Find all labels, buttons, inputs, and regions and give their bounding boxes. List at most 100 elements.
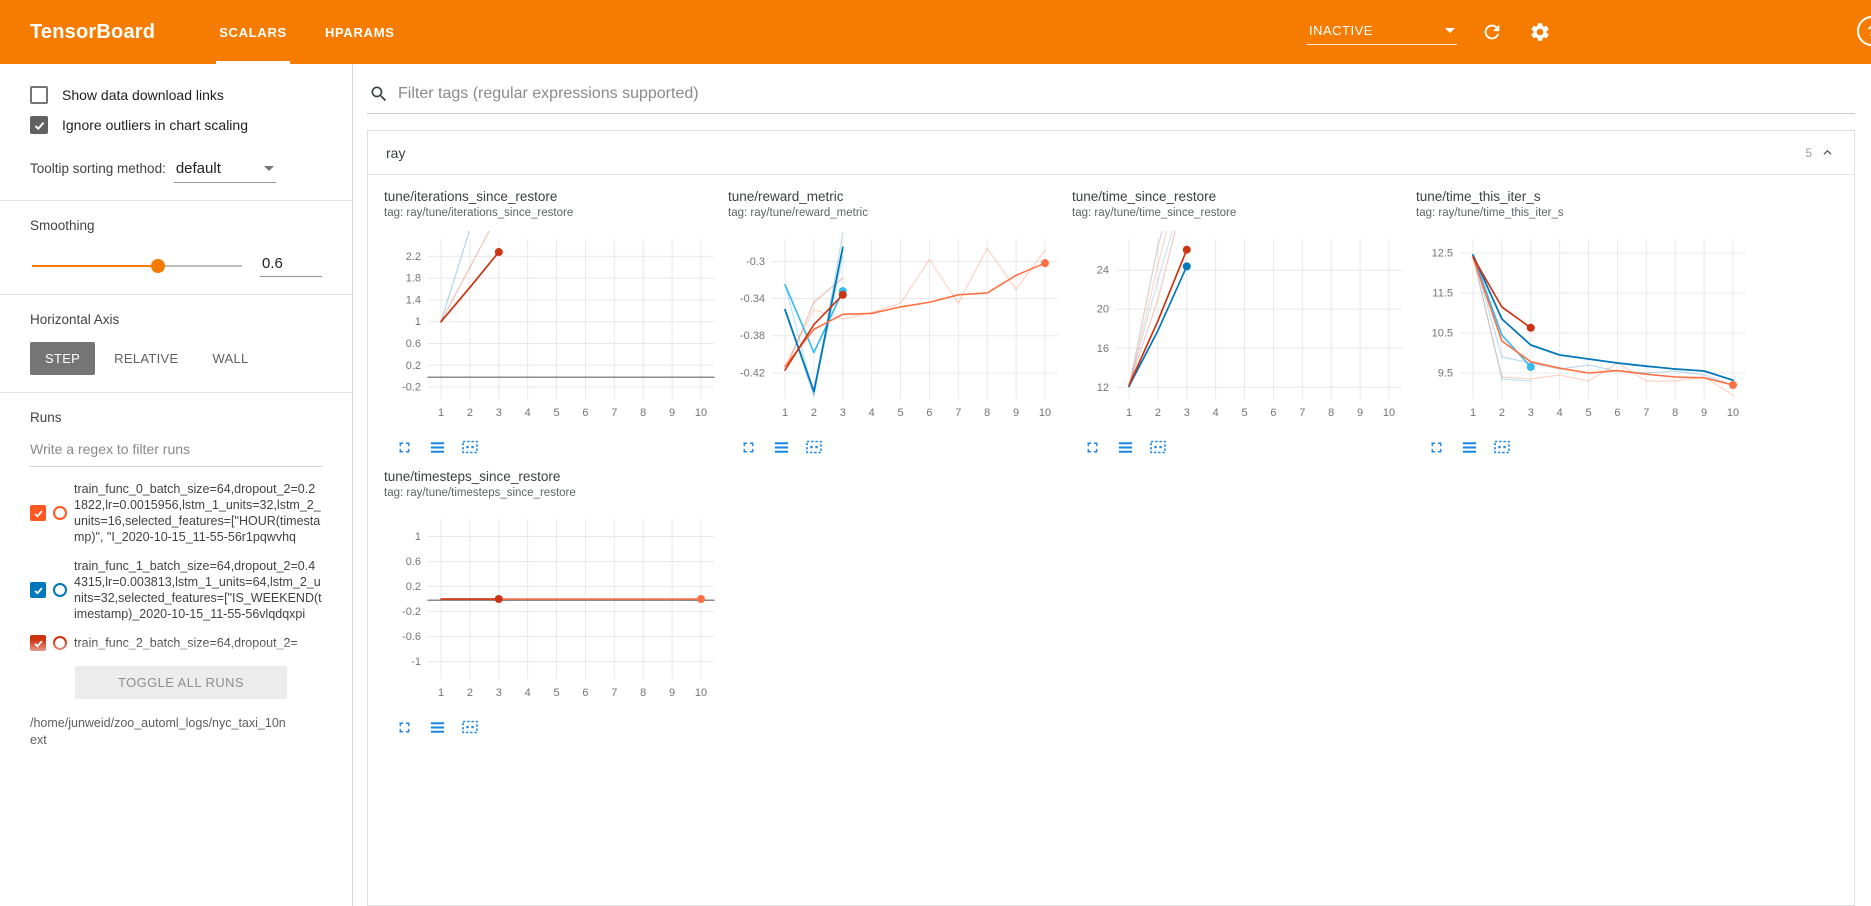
runs-filter-input[interactable] [30,441,322,457]
show-download-links-row[interactable]: Show data download links [30,86,322,104]
scalar-chart-card: tune/time_this_iter_s tag: ray/tune/time… [1416,189,1752,457]
tab-scalars[interactable]: SCALARS [203,0,303,64]
toggle-all-runs-button[interactable]: TOGGLE ALL RUNS [75,666,287,699]
runs-menu-button[interactable] [427,717,447,737]
tab-bar: SCALARS HPARAMS [203,0,416,64]
chart-title: tune/reward_metric [728,189,844,204]
show-download-links-checkbox[interactable] [30,86,48,104]
svg-text:1: 1 [1126,407,1132,419]
svg-text:2: 2 [811,407,817,419]
expand-chart-button[interactable] [738,437,758,457]
chart-title: tune/timesteps_since_restore [384,469,561,484]
expand-chart-button[interactable] [394,437,414,457]
svg-text:4: 4 [525,687,531,699]
runs-menu-button[interactable] [771,437,791,457]
svg-text:8: 8 [640,687,646,699]
runs-menu-button[interactable] [427,437,447,457]
run-row[interactable]: train_func_2_batch_size=64,dropout_2= [30,635,322,651]
menu-lines-icon [774,441,788,453]
svg-text:8: 8 [640,407,646,419]
svg-text:5: 5 [553,687,559,699]
svg-text:24: 24 [1097,265,1109,277]
run-isolator-radio[interactable] [53,583,67,597]
tab-hparams[interactable]: HPARAMS [324,24,395,40]
svg-text:1: 1 [1470,407,1476,419]
svg-text:-0.6: -0.6 [402,631,421,643]
svg-text:1: 1 [415,316,421,328]
svg-text:7: 7 [611,407,617,419]
chart-tag: tag: ray/tune/iterations_since_restore [384,207,574,219]
chart-plot[interactable]: -0.42 -0.38 -0.34 -0.3 1 2 3 4 5 6 7 8 9 10 [728,229,1063,429]
chevron-up-icon[interactable] [1819,144,1836,161]
smoothing-slider[interactable] [32,259,242,273]
fit-domain-button[interactable] [460,717,480,737]
data-status-dropdown[interactable]: INACTIVE [1307,20,1457,45]
run-checkbox[interactable] [30,505,46,521]
smoothing-slider-knob[interactable] [151,259,165,273]
chart-grid: tune/iterations_since_restore tag: ray/t… [368,175,1854,751]
svg-text:-0.38: -0.38 [740,330,765,342]
tag-group-header[interactable]: ray 5 [368,131,1854,175]
fit-domain-button[interactable] [460,437,480,457]
runs-menu-button[interactable] [1459,437,1479,457]
menu-lines-icon [430,441,444,453]
svg-text:4: 4 [1557,407,1563,419]
horizontal-axis-label: Horizontal Axis [30,312,120,327]
chart-plot[interactable]: -1 -0.6 -0.2 0.2 0.6 1 1 2 3 4 5 6 7 8 9 10 [384,509,719,709]
expand-chart-button[interactable] [1082,437,1102,457]
svg-text:0.6: 0.6 [406,556,421,568]
expand-chart-button[interactable] [394,717,414,737]
run-checkbox[interactable] [30,635,46,651]
ignore-outliers-row[interactable]: Ignore outliers in chart scaling [30,116,322,134]
svg-text:10: 10 [695,407,707,419]
run-row[interactable]: train_func_0_batch_size=64,dropout_2=0.2… [30,481,322,545]
tag-filter-input[interactable] [398,85,1853,103]
checkmark-icon [34,121,44,130]
sidebar-divider [0,294,352,295]
run-isolator-radio[interactable] [53,506,67,520]
svg-text:5: 5 [553,407,559,419]
chart-tag: tag: ray/tune/time_this_iter_s [1416,207,1564,219]
svg-text:3: 3 [496,687,502,699]
svg-text:5: 5 [1241,407,1247,419]
expand-icon [399,442,409,452]
help-icon[interactable]: ? [1857,16,1871,46]
expand-icon [1431,442,1441,452]
run-row[interactable]: train_func_1_batch_size=64,dropout_2=0.4… [30,558,322,622]
fit-domain-button[interactable] [804,437,824,457]
axis-relative-button[interactable]: RELATIVE [99,342,193,375]
runs-menu-button[interactable] [1115,437,1135,457]
settings-button[interactable] [1527,19,1553,45]
smoothing-slider-fill [32,265,158,267]
refresh-button[interactable] [1479,19,1505,45]
svg-text:-0.3: -0.3 [746,256,765,268]
fit-domain-button[interactable] [1148,437,1168,457]
svg-text:1: 1 [438,687,444,699]
axis-step-button[interactable]: STEP [30,342,96,375]
smoothing-label: Smoothing [30,218,95,233]
svg-text:7: 7 [1643,407,1649,419]
tag-filter-bar [367,78,1855,114]
ignore-outliers-checkbox[interactable] [30,116,48,134]
run-checkbox[interactable] [30,582,46,598]
svg-text:6: 6 [582,407,588,419]
chart-plot[interactable]: -0.2 0.2 0.6 1 1.4 1.8 2.2 1 2 3 4 5 6 7 8 9 10 [384,229,719,429]
svg-text:2.2: 2.2 [406,251,421,263]
top-bar: TensorBoard SCALARS HPARAMS INACTIVE ? [0,0,1871,64]
sidebar-divider [0,392,352,393]
svg-text:6: 6 [1614,407,1620,419]
smoothing-value-input[interactable]: 0.6 [260,255,322,277]
run-isolator-radio[interactable] [53,636,67,650]
tooltip-sorting-dropdown[interactable]: default [173,158,276,183]
chart-plot[interactable]: 9.5 10.5 11.5 12.5 1 2 3 4 5 6 7 8 9 10 [1416,229,1751,429]
horizontal-axis-toggle-group: STEP RELATIVE WALL [30,342,322,375]
expand-icon [1087,442,1097,452]
fit-domain-button[interactable] [1492,437,1512,457]
tag-group-card: ray 5 tune/iterations_since_restore tag:… [367,130,1855,906]
expand-chart-button[interactable] [1426,437,1446,457]
axis-wall-button[interactable]: WALL [197,342,263,375]
expand-icon [743,442,753,452]
svg-text:7: 7 [1299,407,1305,419]
svg-text:2: 2 [467,687,473,699]
